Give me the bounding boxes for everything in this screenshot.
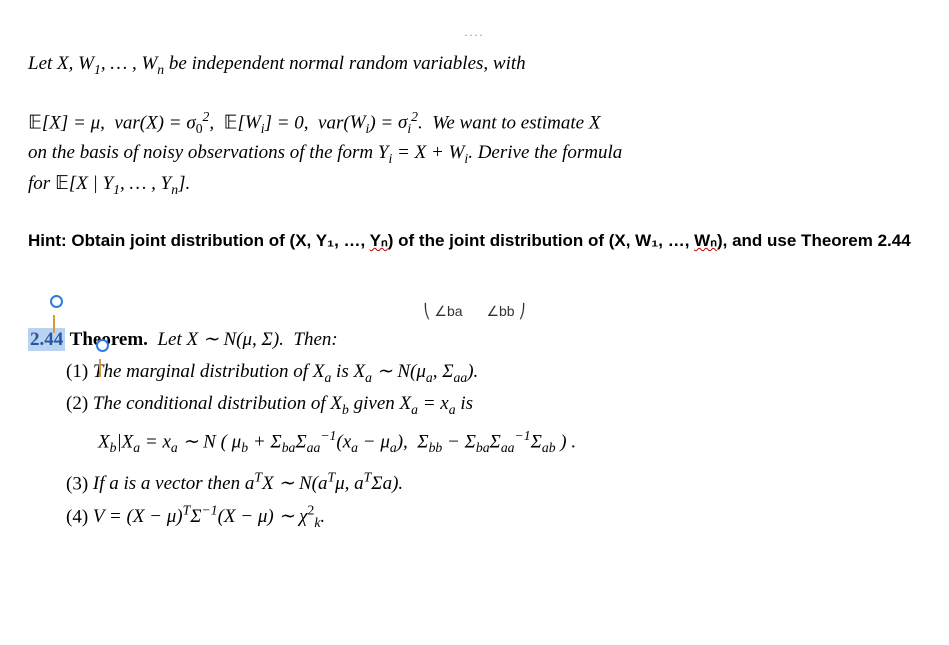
comment-marker-2[interactable] — [96, 334, 112, 350]
theorem-header: 2.44 Theorem. Let X ∼ N(μ, Σ). Then: — [28, 327, 921, 354]
comment-cursor-icon — [99, 359, 101, 377]
angle-bb: ∠bb ⎠ — [486, 303, 525, 319]
theorem-item-3: (3) If a is a vector then aTX ∼ N(aTμ, a… — [66, 468, 921, 499]
page-top-dots: .... — [28, 24, 921, 41]
item1-num: (1) — [66, 361, 88, 382]
setup-line-2: on the basis of noisy observations of th… — [28, 139, 921, 169]
comment-cursor-icon — [53, 315, 55, 333]
angle-ba: ⎝ ∠ba — [424, 303, 463, 319]
hint-prefix: Hint: Obtain joint distribution of (X, Y… — [28, 231, 370, 250]
setup-line-3: for 𝔼[X | Y1, … , Yn]. — [28, 170, 921, 200]
hint-suffix: ), and use Theorem 2.44 — [717, 231, 911, 250]
item3-text: If a is a vector then aTX ∼ N(aTμ, aTΣa)… — [93, 473, 403, 494]
theorem-item-1: (1) The marginal distribution of Xa is X… — [66, 358, 921, 388]
hint-mid: ) of the joint distribution of (X, W₁, …… — [388, 231, 694, 250]
intro-sentence: Let X, W1, … , Wn be independent normal … — [28, 51, 921, 79]
theorem-let: Let X ∼ N(μ, Σ). Then: — [153, 329, 338, 350]
hint-yn-squiggle: Yₙ — [370, 231, 388, 250]
item1-text: The marginal distribution of Xa is Xa ∼ … — [93, 361, 478, 382]
theorem-number-highlight[interactable]: 2.44 — [28, 328, 65, 351]
problem-setup: 𝔼[X] = μ, var(X) = σ02, 𝔼[Wi] = 0, var(W… — [28, 107, 921, 200]
item2-text: The conditional distribution of Xb given… — [93, 393, 473, 414]
angle-annotation-row: ⎝ ∠ba ∠bb ⎠ — [28, 302, 921, 322]
theorem-item-2: (2) The conditional distribution of Xb g… — [66, 390, 921, 420]
item3-num: (3) — [66, 473, 88, 494]
hint-wn-squiggle: Wₙ — [694, 231, 717, 250]
item4-num: (4) — [66, 506, 88, 527]
conditional-formula: Xb|Xa = xa ∼ N ( μb + ΣbaΣaa−1(xa − μa),… — [98, 426, 921, 457]
setup-line-1: 𝔼[X] = μ, var(X) = σ02, 𝔼[Wi] = 0, var(W… — [28, 107, 921, 140]
item2-num: (2) — [66, 393, 88, 414]
theorem-item-4: (4) V = (X − μ)TΣ−1(X − μ) ∼ χ2k. — [66, 501, 921, 534]
comment-marker-1[interactable] — [50, 290, 66, 306]
intro-text: Let X, W1, … , Wn be independent normal … — [28, 53, 526, 74]
hint-block: Hint: Obtain joint distribution of (X, Y… — [28, 228, 921, 254]
item4-text: V = (X − μ)TΣ−1(X − μ) ∼ χ2k. — [93, 506, 325, 527]
theorem-block: ⎝ ∠ba ∠bb ⎠ 2.44 Theorem. Let X ∼ N(μ, Σ… — [28, 302, 921, 534]
comment-circle-icon — [50, 295, 63, 308]
comment-circle-icon — [96, 339, 109, 352]
